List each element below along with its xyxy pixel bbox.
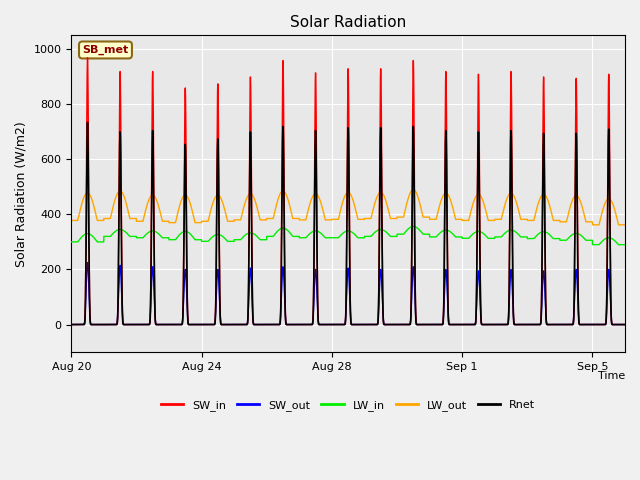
SW_in — [118, 265, 125, 271]
Line: LW_in: LW_in — [71, 227, 625, 245]
Line: Rnet: Rnet — [71, 122, 625, 324]
LW_in — [156, 232, 163, 238]
Title: Solar Radiation: Solar Radiation — [290, 15, 406, 30]
SW_out — [408, 298, 415, 304]
Rnet — [84, 120, 92, 125]
SW_out — [621, 322, 629, 327]
SW_out — [67, 322, 75, 327]
SW_out — [118, 298, 125, 303]
SW_in — [621, 322, 629, 327]
Text: Time: Time — [598, 371, 625, 381]
SW_out — [402, 322, 410, 327]
SW_in — [67, 322, 75, 327]
Rnet — [463, 322, 471, 327]
Rnet — [621, 322, 629, 327]
Rnet — [67, 322, 75, 327]
LW_out — [410, 187, 417, 192]
LW_out — [67, 217, 75, 223]
LW_out — [183, 193, 191, 199]
LW_in — [67, 239, 75, 245]
LW_out — [402, 205, 410, 211]
SW_in — [183, 244, 191, 250]
Rnet — [156, 322, 163, 327]
LW_out — [589, 222, 596, 228]
SW_out — [463, 322, 471, 327]
SW_in — [156, 322, 163, 327]
SW_out — [156, 322, 163, 327]
Rnet — [183, 263, 191, 268]
Text: SB_met: SB_met — [83, 45, 129, 55]
SW_in — [463, 322, 471, 327]
LW_in — [589, 242, 596, 248]
Rnet — [408, 277, 415, 283]
Legend: SW_in, SW_out, LW_in, LW_out, Rnet: SW_in, SW_out, LW_in, LW_out, Rnet — [157, 396, 540, 416]
SW_in — [408, 263, 415, 269]
LW_out — [463, 217, 471, 223]
LW_in — [402, 229, 410, 235]
LW_out — [118, 189, 125, 195]
Rnet — [402, 322, 410, 327]
SW_out — [183, 293, 191, 299]
LW_in — [463, 236, 471, 241]
LW_in — [621, 242, 629, 248]
Y-axis label: Solar Radiation (W/m2): Solar Radiation (W/m2) — [15, 121, 28, 266]
Rnet — [118, 279, 125, 285]
SW_in — [84, 55, 92, 60]
LW_out — [156, 206, 163, 212]
Line: LW_out: LW_out — [71, 190, 625, 225]
LW_in — [118, 227, 125, 233]
LW_out — [408, 188, 415, 194]
LW_in — [410, 224, 417, 229]
Line: SW_out: SW_out — [71, 263, 625, 324]
SW_out — [84, 260, 92, 265]
LW_in — [408, 224, 415, 230]
Line: SW_in: SW_in — [71, 58, 625, 324]
LW_out — [621, 222, 629, 228]
LW_in — [183, 229, 191, 235]
SW_in — [402, 322, 410, 327]
